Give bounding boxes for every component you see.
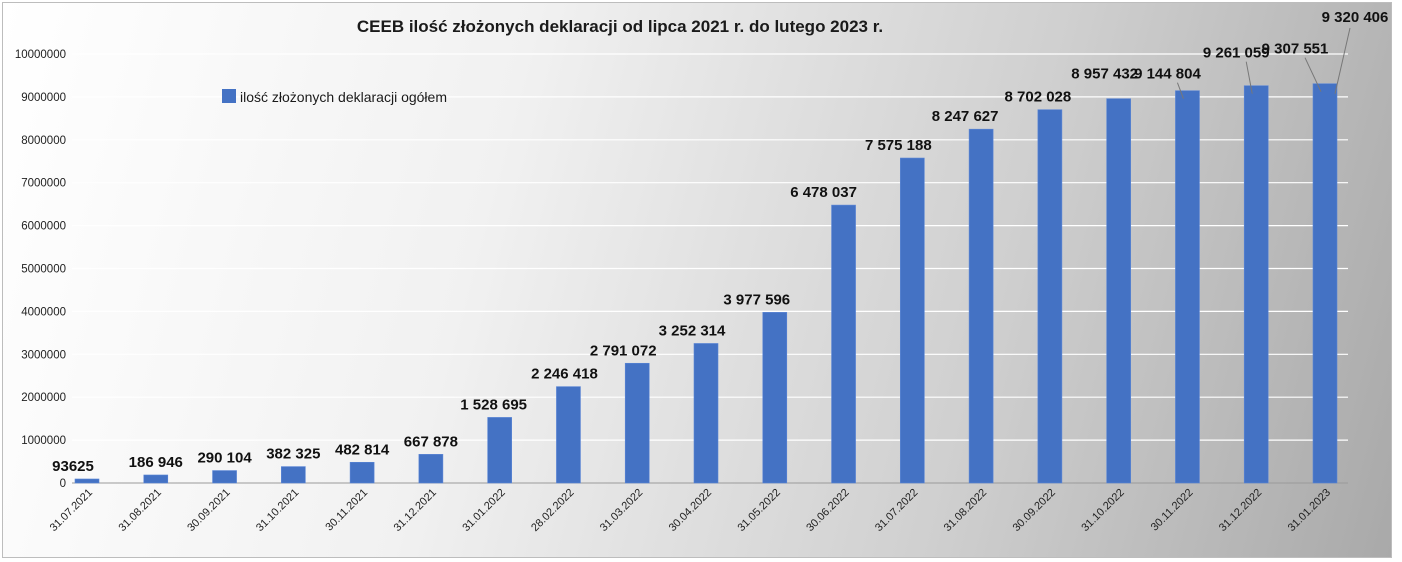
bar	[143, 474, 169, 484]
bar	[418, 454, 444, 484]
bar	[349, 461, 375, 484]
x-tick-label: 31.05.2022	[735, 487, 782, 534]
bar	[1312, 83, 1338, 484]
bar	[762, 312, 788, 484]
data-label: 9 307 551	[1262, 41, 1329, 58]
data-label: 9 144 804	[1134, 66, 1201, 83]
x-tick-label: 31.07.2022	[873, 487, 920, 534]
x-tick-label: 31.10.2021	[254, 487, 301, 534]
leader-line	[1334, 27, 1351, 94]
data-label: 482 814	[335, 441, 390, 458]
bar	[831, 204, 856, 484]
data-label: 186 946	[129, 454, 183, 471]
y-tick-label: 3000000	[21, 349, 66, 361]
bars	[74, 83, 1338, 484]
data-label: 93625	[52, 458, 94, 475]
x-tick-label: 31.08.2021	[116, 487, 163, 534]
bar	[900, 157, 925, 484]
legend-swatch	[222, 89, 236, 103]
x-tick-label: 31.01.2022	[460, 487, 507, 534]
data-labels: 93625 186 946 290 104 382 325 482 814 667 878…	[52, 41, 1328, 475]
leader-line	[1245, 61, 1253, 94]
x-axis-ticks: 31.07.2021 31.08.2021 30.09.2021 31.10.2021…	[48, 487, 1333, 534]
y-axis-ticks: 0 1000000 2000000 3000000 4000000 5000000 6000…	[15, 49, 66, 490]
data-label: 9 261 059	[1203, 45, 1270, 62]
y-tick-label: 6000000	[21, 221, 66, 233]
bar	[74, 478, 100, 484]
y-tick-label: 5000000	[21, 264, 66, 276]
data-label: 3 977 596	[723, 291, 790, 308]
y-tick-label: 0	[60, 478, 66, 490]
bar	[281, 466, 306, 484]
x-tick-label: 31.10.2022	[1079, 487, 1126, 534]
x-tick-label: 31.08.2022	[942, 487, 989, 534]
bar	[693, 343, 719, 484]
x-tick-label: 30.11.2021	[323, 487, 370, 534]
x-tick-label: 31.12.2021	[392, 487, 439, 534]
data-label: 382 325	[266, 446, 320, 463]
x-tick-label: 30.11.2022	[1149, 487, 1196, 534]
y-tick-label: 7000000	[21, 178, 66, 190]
x-tick-label: 31.03.2022	[598, 487, 645, 534]
data-label: 8 957 432	[1071, 66, 1138, 83]
bar	[212, 470, 237, 484]
bar	[1106, 98, 1131, 484]
data-label: 6 478 037	[790, 184, 857, 201]
y-tick-label: 1000000	[21, 435, 66, 447]
data-label: 7 575 188	[865, 137, 932, 154]
data-label: 290 104	[197, 450, 252, 467]
bar	[556, 386, 581, 484]
x-tick-label: 31.07.2021	[48, 487, 95, 534]
bar	[624, 362, 650, 484]
data-label: 1 528 695	[460, 396, 527, 413]
x-tick-label: 31.01.2023	[1286, 487, 1333, 534]
x-tick-label: 30.06.2022	[804, 487, 851, 534]
x-tick-label: 31.12.2022	[1217, 487, 1264, 534]
x-tick-label: 28.02.2022	[529, 487, 576, 534]
data-label-extra: 9 320 406	[1322, 9, 1389, 26]
legend-label: ilość złożonych deklaracji ogółem	[240, 89, 447, 105]
data-label: 667 878	[404, 433, 458, 450]
leader-lines	[1176, 27, 1351, 99]
bar	[968, 128, 994, 484]
data-label: 8 247 627	[932, 108, 999, 125]
data-label: 2 246 418	[531, 366, 598, 383]
y-tick-label: 8000000	[21, 135, 66, 147]
data-label: 3 252 314	[659, 322, 726, 339]
y-tick-label: 4000000	[21, 306, 66, 318]
legend: ilość złożonych deklaracji ogółem	[222, 89, 447, 105]
x-tick-label: 30.04.2022	[667, 487, 714, 534]
y-tick-label: 9000000	[21, 92, 66, 104]
bar	[1037, 109, 1063, 484]
y-tick-label: 2000000	[21, 392, 66, 404]
data-label: 8 702 028	[1005, 89, 1072, 106]
chart-title: CEEB ilość złożonych deklaracji od lipca…	[357, 17, 883, 36]
bar	[1175, 90, 1200, 484]
data-label: 2 791 072	[590, 342, 657, 359]
bar	[1243, 85, 1269, 484]
x-tick-label: 30.09.2022	[1011, 487, 1058, 534]
bar	[487, 417, 512, 484]
x-tick-label: 30.09.2021	[185, 487, 232, 534]
leader-line	[1176, 82, 1184, 99]
y-tick-label: 10000000	[15, 49, 66, 61]
leader-line	[1304, 57, 1322, 92]
